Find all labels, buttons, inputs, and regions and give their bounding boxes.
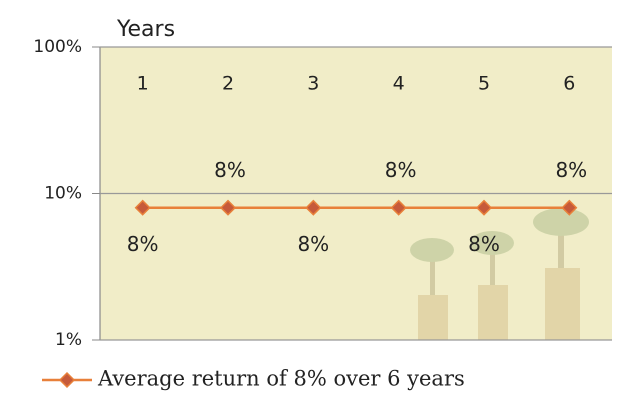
data-label: 8%: [214, 158, 246, 182]
x-tick-label: 2: [222, 73, 234, 95]
data-label: 8%: [127, 232, 159, 256]
marker: [305, 199, 322, 216]
legend-marker: [58, 371, 76, 389]
marker: [475, 199, 493, 216]
legend-label: Average return of 8% over 6 years: [97, 367, 465, 391]
y-tick-label: 1%: [55, 330, 82, 350]
data-label: 8%: [385, 158, 417, 182]
x-tick-label: 4: [393, 73, 405, 95]
data-label: 8%: [555, 158, 587, 182]
y-tick-label: 10%: [44, 184, 82, 204]
decoration: [410, 208, 589, 340]
x-tick-label: 6: [563, 73, 575, 95]
data-label: 8%: [297, 232, 329, 256]
marker: [390, 199, 407, 216]
marker: [134, 199, 151, 216]
axis-title: Years: [116, 17, 175, 42]
x-tick-label: 5: [478, 73, 490, 95]
y-tick-label: 100%: [33, 37, 82, 57]
marker: [219, 199, 237, 216]
x-tick-label: 1: [137, 73, 149, 95]
marker: [561, 199, 578, 216]
data-label: 8%: [468, 232, 500, 256]
x-tick-label: 3: [307, 73, 319, 95]
